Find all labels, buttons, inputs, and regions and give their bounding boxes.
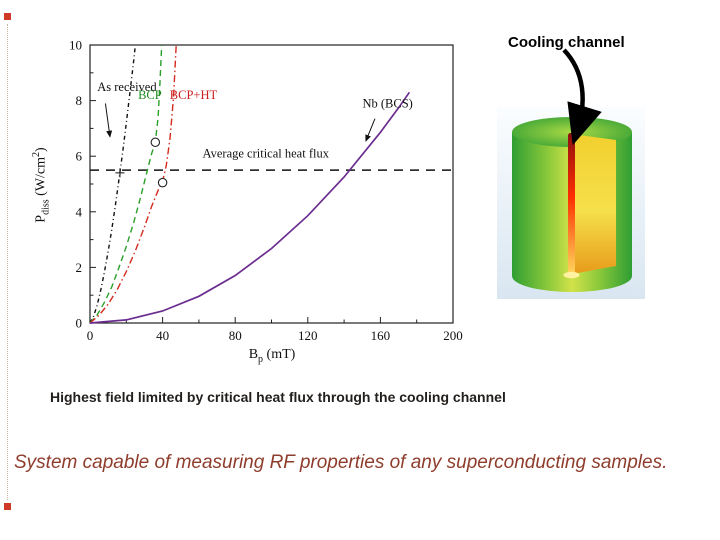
y-axis-label-close: )	[33, 147, 49, 152]
accent-square-top	[4, 13, 11, 20]
annotation-nb-bcs: Nb (BCS)	[362, 97, 412, 111]
critical-heat-flux-chart: 0 40 80 120 160 200 0 2 4 6 8 10 As received BCP BCP+H…	[28, 33, 468, 373]
cooling-channel-figure	[488, 28, 668, 308]
x-tick-label: 80	[229, 328, 242, 343]
channel-glow	[563, 271, 580, 279]
x-tick-label: 120	[298, 328, 318, 343]
cooling-channel-arrow	[562, 48, 602, 146]
series-as-received	[89, 44, 137, 324]
y-axis-label-symbol: P	[33, 214, 49, 223]
y-tick-label: 10	[69, 38, 82, 53]
annotation-as-received: As received	[97, 80, 157, 94]
x-axis-label-subscript: p	[258, 353, 264, 365]
series-nb-bcs	[89, 91, 411, 324]
caption-text: Highest field limited by critical heat f…	[50, 389, 506, 405]
y-axis-label-superscript: 2	[31, 151, 42, 157]
y-tick-label: 0	[76, 316, 83, 331]
annotation-bcp: BCP	[138, 88, 162, 102]
annotation-arrow-nb-bcs	[365, 118, 376, 142]
footer-text: System capable of measuring RF propertie…	[14, 452, 668, 473]
cutaway-face	[572, 134, 616, 274]
cooling-channel-label: Cooling channel	[508, 34, 625, 51]
y-axis-label-units: (W/cm	[33, 156, 49, 200]
quench-circle-marker	[157, 177, 168, 188]
y-tick-label: 4	[76, 204, 83, 219]
left-border-dotted-line	[7, 24, 8, 500]
x-tick-label: 200	[443, 328, 463, 343]
annotation-arrow-as-received	[104, 103, 113, 138]
x-tick-label: 0	[87, 328, 94, 343]
y-axis-label: Pdiss (W/cm2)	[31, 105, 52, 265]
y-tick-label: 8	[76, 93, 83, 108]
series-bcp	[89, 44, 163, 324]
annotation-avg-flux: Average critical heat flux	[203, 147, 330, 161]
y-tick-label: 2	[76, 260, 83, 275]
cooling-channel-rod	[568, 133, 575, 275]
x-tick-label: 40	[156, 328, 169, 343]
x-tick-label: 160	[371, 328, 391, 343]
x-axis-label-symbol: B	[248, 347, 259, 362]
accent-square-bottom	[4, 503, 11, 510]
annotation-bcp-ht: BCP+HT	[170, 88, 218, 102]
quench-circle-marker	[150, 137, 161, 148]
y-axis-label-subscript: diss	[40, 199, 52, 215]
cooling-channel-3d-render	[497, 48, 645, 299]
x-axis-label-units: (mT)	[263, 347, 296, 362]
x-axis-label: Bp (mT)	[209, 347, 335, 365]
series-bcp-ht	[89, 44, 177, 324]
y-tick-label: 6	[76, 149, 83, 164]
